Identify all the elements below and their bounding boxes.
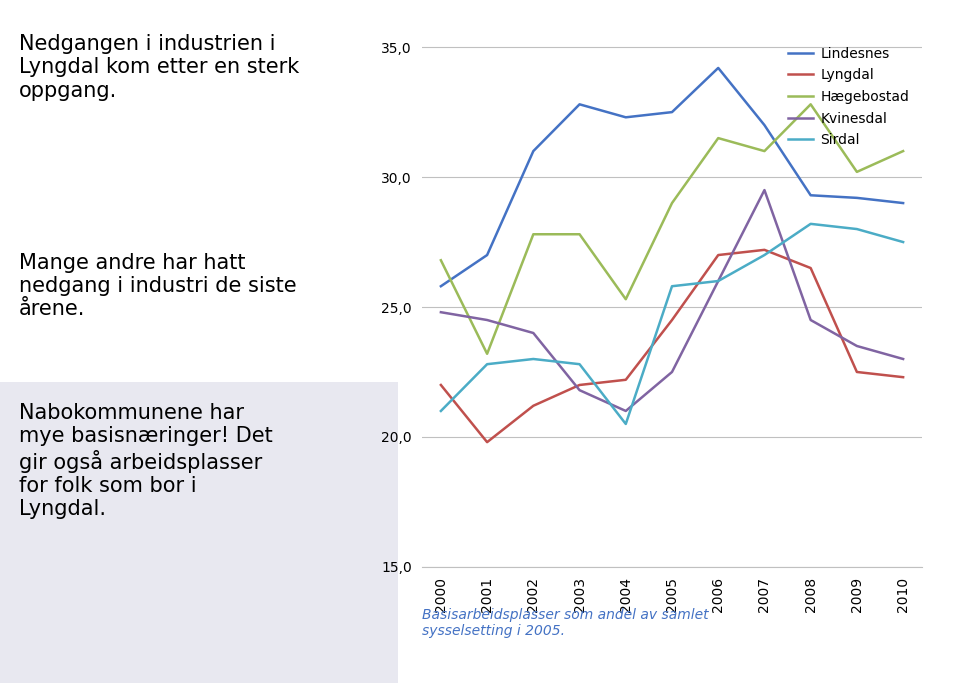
Line: Sirdal: Sirdal [441,224,903,424]
Sirdal [620,420,632,428]
Text: Nabokommunene har
mye basisnæringer! Det
gir også arbeidsplasser
for folk som bo: Nabokommunene har mye basisnæringer! Det… [19,403,273,519]
Line: Kvinesdal: Kvinesdal [441,190,903,411]
Lindesnes [528,147,540,155]
Text: Nedgangen i industrien i
Lyngdal kom etter en sterk
oppgang.: Nedgangen i industrien i Lyngdal kom ett… [19,34,300,100]
Kvinesdal [435,308,446,316]
Lyngdal [481,438,492,446]
Sirdal [758,251,770,259]
Hægebostad [758,147,770,155]
Kvinesdal [804,316,816,324]
Lyngdal [712,251,724,259]
Lindesnes [712,64,724,72]
Lyngdal [435,381,446,389]
Hægebostad [435,256,446,264]
Sirdal [804,220,816,228]
Lyngdal [666,316,678,324]
Text: Basisarbeidsplasser som andel av samlet
sysselsetting i 2005.: Basisarbeidsplasser som andel av samlet … [422,608,709,638]
Lindesnes [804,191,816,199]
Lindesnes [758,121,770,129]
Lindesnes [666,108,678,116]
Sirdal [666,282,678,290]
Sirdal [435,407,446,415]
Sirdal [712,277,724,285]
Hægebostad [620,295,632,303]
Lindesnes [898,199,909,207]
Lindesnes [852,194,863,202]
Lyngdal [620,376,632,384]
Lyngdal [898,373,909,381]
Hægebostad [898,147,909,155]
Hægebostad [666,199,678,207]
Legend: Lindesnes, Lyngdal, Hægebostad, Kvinesdal, Sirdal: Lindesnes, Lyngdal, Hægebostad, Kvinesda… [782,41,915,153]
Kvinesdal [481,316,492,324]
Sirdal [481,360,492,368]
Lyngdal [852,368,863,376]
Sirdal [852,225,863,233]
Kvinesdal [528,329,540,337]
Line: Lyngdal: Lyngdal [441,250,903,442]
Lyngdal [758,246,770,254]
Hægebostad [852,168,863,176]
Kvinesdal [666,368,678,376]
Kvinesdal [852,342,863,350]
Kvinesdal [758,186,770,194]
Hægebostad [574,230,586,238]
Hægebostad [481,350,492,358]
Lindesnes [481,251,492,259]
Kvinesdal [574,386,586,394]
Lyngdal [804,264,816,272]
Kvinesdal [898,355,909,363]
Hægebostad [528,230,540,238]
Line: Lindesnes: Lindesnes [441,68,903,286]
Lindesnes [435,282,446,290]
Lyngdal [574,381,586,389]
Sirdal [528,355,540,363]
Lindesnes [574,100,586,109]
Kvinesdal [712,277,724,285]
Hægebostad [712,134,724,142]
Sirdal [898,238,909,246]
Lindesnes [620,113,632,122]
Kvinesdal [620,407,632,415]
Text: Mange andre har hatt
nedgang i industri de siste
årene.: Mange andre har hatt nedgang i industri … [19,253,297,319]
Sirdal [574,360,586,368]
Line: Hægebostad: Hægebostad [441,104,903,354]
Lyngdal [528,402,540,410]
Hægebostad [804,100,816,109]
